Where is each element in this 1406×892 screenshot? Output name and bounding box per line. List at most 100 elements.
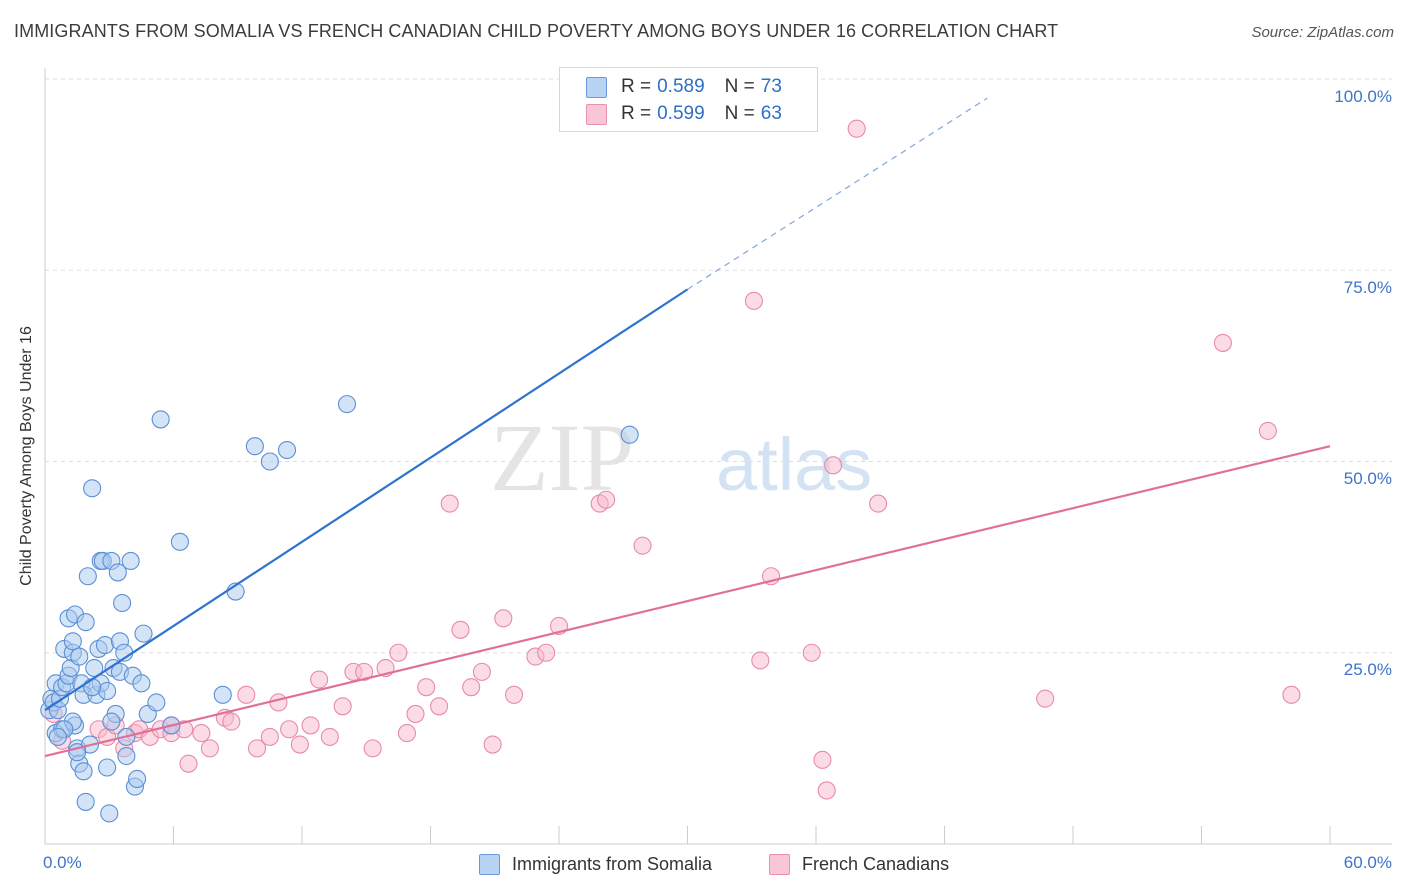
watermark: ZIP atlas bbox=[490, 404, 872, 511]
somalia-point-19 bbox=[70, 647, 89, 666]
y-tick-label-25: 25.0% bbox=[1343, 660, 1392, 679]
french-point-21 bbox=[280, 720, 299, 739]
bottom-somalia-label: Immigrants from Somalia bbox=[512, 853, 713, 874]
somalia-point-38 bbox=[100, 804, 119, 823]
french-point-18 bbox=[247, 739, 267, 758]
bottom-french-swatch bbox=[769, 853, 790, 875]
somalia-n-label: N = bbox=[724, 76, 755, 97]
french-point-58 bbox=[1036, 689, 1055, 708]
somalia-swatch bbox=[586, 76, 607, 98]
somalia-trend-line bbox=[44, 288, 689, 712]
somalia-point-57 bbox=[151, 410, 170, 429]
somalia-point-54 bbox=[134, 624, 153, 643]
french-point-54 bbox=[817, 781, 836, 800]
french-point-20 bbox=[269, 693, 288, 712]
french-point-55 bbox=[824, 456, 843, 475]
somalia-point-70 bbox=[102, 712, 121, 731]
french-point-14 bbox=[200, 739, 219, 758]
bottom-somalia-swatch bbox=[479, 853, 500, 875]
x-tick-label-max: 60.0% bbox=[1343, 853, 1392, 872]
grid-lines bbox=[45, 78, 1392, 654]
french-point-37 bbox=[451, 620, 470, 639]
bottom-french-label: French Canadians bbox=[802, 853, 950, 874]
somalia-point-42 bbox=[108, 563, 127, 582]
somalia-n-value: 73 bbox=[760, 76, 782, 97]
french-point-41 bbox=[494, 609, 513, 628]
french-point-12 bbox=[179, 754, 198, 773]
y-axis-label: Child Poverty Among Boys Under 16 bbox=[18, 326, 35, 586]
somalia-point-65 bbox=[337, 395, 357, 414]
french-point-22 bbox=[290, 735, 309, 754]
french-point-13 bbox=[192, 724, 211, 743]
french-point-47 bbox=[597, 490, 616, 509]
french-point-40 bbox=[483, 735, 502, 754]
somalia-point-15 bbox=[63, 632, 82, 651]
somalia-point-22 bbox=[74, 762, 93, 781]
french-point-29 bbox=[363, 739, 382, 758]
somalia-point-26 bbox=[78, 567, 97, 586]
french-point-31 bbox=[389, 643, 408, 662]
somalia-point-37 bbox=[98, 681, 117, 701]
bottom-legend-somalia: Immigrants from Somalia bbox=[479, 852, 712, 876]
french-n-label: N = bbox=[724, 103, 755, 124]
french-point-33 bbox=[406, 704, 425, 724]
somalia-point-62 bbox=[245, 437, 264, 456]
somalia-point-72 bbox=[48, 727, 67, 746]
y-tick-label-75: 75.0% bbox=[1343, 278, 1392, 297]
french-r-value: 0.599 bbox=[657, 103, 705, 124]
french-point-52 bbox=[802, 643, 821, 662]
stats-legend: R = 0.589 N = 73 R = 0.599 N = 63 bbox=[559, 67, 818, 132]
french-point-39 bbox=[472, 662, 491, 681]
french-point-23 bbox=[301, 716, 320, 735]
somalia-point-53 bbox=[132, 674, 151, 693]
legend-row-french: R = 0.599 N = 63 bbox=[586, 100, 782, 128]
somalia-point-29 bbox=[85, 658, 104, 678]
french-point-53 bbox=[813, 750, 832, 769]
somalia-point-69 bbox=[83, 678, 102, 697]
french-point-38 bbox=[462, 678, 481, 697]
french-canadians-points bbox=[44, 119, 1301, 800]
somalia-point-52 bbox=[128, 769, 147, 789]
french-point-60 bbox=[1258, 421, 1277, 440]
somalia-point-66 bbox=[620, 425, 639, 444]
french-point-57 bbox=[869, 494, 888, 513]
somalia-point-24 bbox=[76, 613, 95, 632]
french-trend-line bbox=[44, 445, 1331, 758]
french-point-35 bbox=[430, 697, 449, 716]
somalia-point-56 bbox=[147, 693, 166, 712]
somalia-point-28 bbox=[83, 479, 102, 498]
bottom-legend-french: French Canadians bbox=[769, 852, 949, 876]
somalia-point-25 bbox=[76, 792, 95, 811]
watermark-atlas: atlas bbox=[716, 423, 872, 506]
french-point-56 bbox=[847, 119, 866, 138]
y-tick-label-50: 50.0% bbox=[1343, 469, 1392, 488]
french-point-26 bbox=[333, 697, 352, 716]
somalia-point-59 bbox=[170, 532, 189, 551]
chart-title: IMMIGRANTS FROM SOMALIA VS FRENCH CANADI… bbox=[14, 21, 1059, 41]
french-point-16 bbox=[222, 712, 241, 731]
french-point-25 bbox=[320, 727, 339, 746]
french-r-label: R = bbox=[621, 103, 652, 124]
french-point-44 bbox=[537, 643, 556, 662]
somalia-points bbox=[40, 395, 639, 823]
french-point-32 bbox=[397, 724, 416, 743]
somalia-point-64 bbox=[277, 440, 297, 460]
french-point-24 bbox=[310, 670, 329, 689]
somalia-point-60 bbox=[213, 685, 232, 704]
french-swatch bbox=[586, 103, 607, 125]
somalia-point-35 bbox=[95, 636, 115, 655]
somalia-r-label: R = bbox=[621, 76, 652, 97]
french-point-61 bbox=[1282, 685, 1301, 704]
somalia-point-49 bbox=[121, 551, 140, 571]
french-point-48 bbox=[633, 536, 652, 555]
legend-row-somalia: R = 0.589 N = 73 bbox=[586, 73, 782, 101]
somalia-r-value: 0.589 bbox=[657, 76, 705, 97]
french-point-34 bbox=[417, 678, 436, 697]
french-point-50 bbox=[751, 651, 770, 670]
x-tick-label-min: 0.0% bbox=[43, 853, 82, 872]
somalia-trend-extension bbox=[687, 97, 988, 290]
french-point-49 bbox=[744, 291, 763, 310]
french-point-36 bbox=[440, 494, 459, 513]
french-point-28 bbox=[355, 662, 374, 681]
